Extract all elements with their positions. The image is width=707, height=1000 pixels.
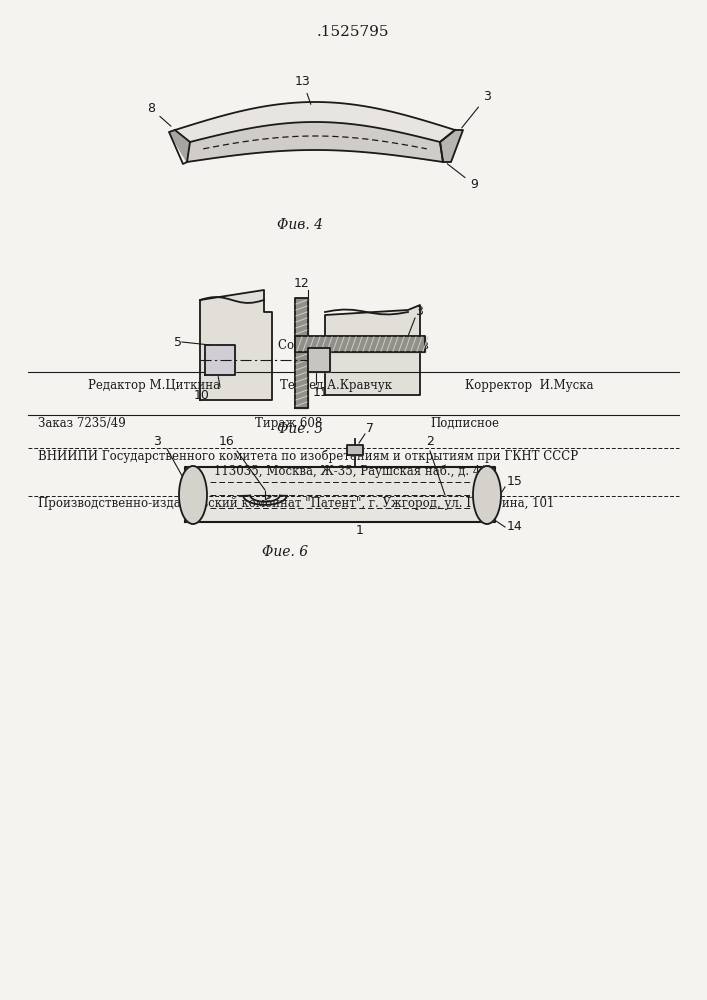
Text: Заказ 7235/49: Заказ 7235/49: [38, 417, 126, 430]
Polygon shape: [347, 445, 363, 455]
Polygon shape: [185, 467, 495, 522]
Text: Корректор  И.Муска: Корректор И.Муска: [465, 379, 593, 392]
Text: 13: 13: [295, 75, 311, 104]
Text: Редактор М.Циткина: Редактор М.Циткина: [88, 379, 220, 392]
Polygon shape: [175, 102, 455, 142]
Text: Φив. 4: Φив. 4: [277, 218, 323, 232]
Text: Φие. 6: Φие. 6: [262, 545, 308, 559]
Ellipse shape: [179, 466, 207, 524]
Text: 5: 5: [174, 336, 182, 349]
Text: 12: 12: [294, 277, 310, 290]
Text: .1525795: .1525795: [317, 25, 390, 39]
Text: 7: 7: [366, 422, 374, 435]
Polygon shape: [205, 345, 235, 375]
Polygon shape: [308, 348, 330, 372]
Text: Подписное: Подписное: [430, 417, 499, 430]
Text: 10: 10: [194, 389, 210, 402]
Text: 3: 3: [462, 90, 491, 128]
Polygon shape: [440, 130, 463, 162]
Text: Техред А.Кравчук: Техред А.Кравчук: [280, 379, 392, 392]
Ellipse shape: [473, 466, 501, 524]
Text: 113035, Москва, Ж-35, Раушская наб., д. 4/5: 113035, Москва, Ж-35, Раушская наб., д. …: [214, 464, 492, 478]
Polygon shape: [295, 336, 425, 352]
Polygon shape: [295, 298, 308, 408]
Text: 3: 3: [153, 435, 161, 448]
Polygon shape: [200, 290, 272, 400]
Text: Составитель Ю.Ковалев: Составитель Ю.Ковалев: [278, 339, 428, 352]
Text: 1: 1: [356, 524, 364, 537]
Text: 9: 9: [448, 164, 478, 191]
Text: 14: 14: [507, 520, 522, 533]
Polygon shape: [187, 122, 443, 162]
Text: Φие. 5: Φие. 5: [277, 422, 323, 436]
Text: ВНИИПИ Государственного комитета по изобретениям и открытиям при ГКНТ СССР: ВНИИПИ Государственного комитета по изоб…: [38, 450, 578, 463]
Text: Производственно-издательский комбинат "Патент", г. Ужгород, ул. Гагарина, 101: Производственно-издательский комбинат "П…: [38, 496, 554, 510]
Text: 2: 2: [426, 435, 434, 448]
Polygon shape: [325, 305, 420, 395]
Text: 11: 11: [313, 386, 329, 399]
Polygon shape: [169, 130, 190, 162]
Text: Тираж 608: Тираж 608: [255, 417, 322, 430]
Text: 8: 8: [147, 102, 171, 126]
Text: 16: 16: [219, 435, 235, 448]
Text: 3: 3: [415, 305, 423, 318]
Text: 15: 15: [507, 475, 523, 488]
